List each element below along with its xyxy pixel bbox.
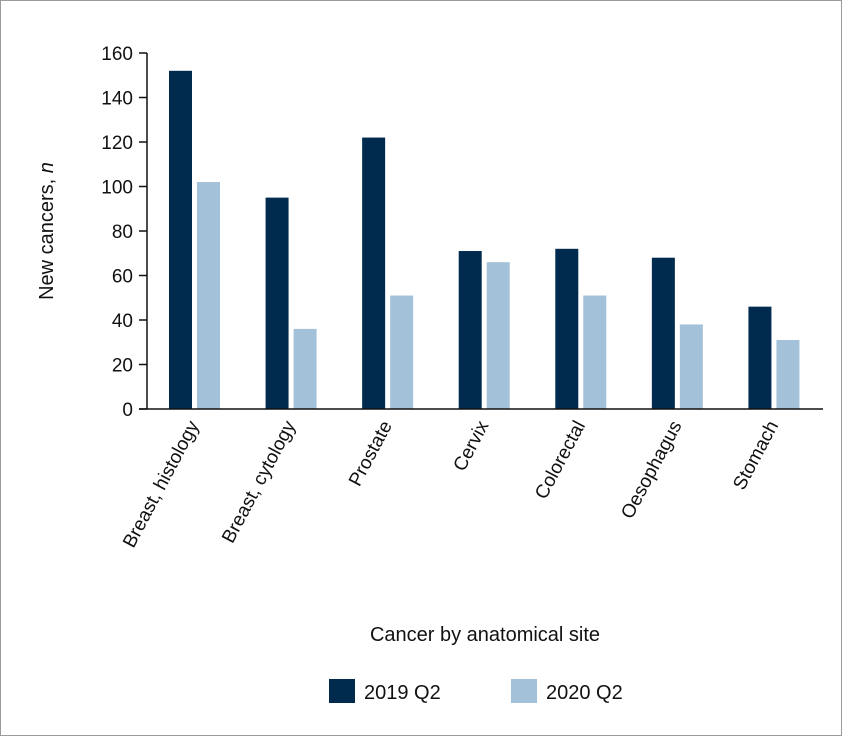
y-tick-label: 160 [101,44,133,65]
bar-series-2 [390,295,414,409]
x-tick-label: Prostate [345,417,397,489]
x-tick-label: Colorectal [531,417,590,502]
bar-series-1 [458,251,482,409]
bar-series-2 [197,182,220,409]
y-tick-label: 100 [101,178,133,199]
bar-series-1 [169,70,192,410]
bar-series-1 [362,137,386,410]
y-tick-label: 0 [122,400,133,421]
x-axis-title: Cancer by anatomical site [370,624,600,646]
x-tick-label: Cervix [450,417,494,475]
y-tick-label: 120 [101,133,133,154]
x-tick-label: Breast, histology [119,417,204,551]
legend-label: 2020 Q2 [546,682,623,704]
bar-series-1 [748,306,772,409]
y-tick-label: 40 [112,311,133,332]
x-tick-label: Oesophagus [617,417,686,522]
legend-label: 2019 Q2 [364,682,441,704]
y-tick-label: 60 [112,267,133,288]
y-tick-label: 140 [101,89,133,110]
y-tick-label: 80 [112,222,133,243]
bar-series-1 [651,257,675,409]
x-ticks-group: Breast, histology Breast, cytology Prostat… [119,417,783,551]
y-ticks-group: 0 20 40 60 80 100 120 140 160 [101,44,147,421]
legend: 2019 Q2 2020 Q2 [329,679,623,704]
bar-series-2 [679,324,703,409]
legend-swatch [329,679,355,703]
x-tick-label: Breast, cytology [218,417,300,547]
legend-swatch [511,679,537,703]
bar-series-1 [555,248,579,409]
y-tick-label: 20 [112,356,133,377]
bars-group [169,70,800,410]
bar-series-2 [776,340,800,409]
bar-series-2 [486,262,510,409]
x-tick-label: Stomach [729,417,783,493]
bar-series-2 [583,295,607,409]
y-axis-title: New cancers, n [36,162,58,300]
bar-series-1 [265,197,289,409]
bar-series-2 [293,328,317,409]
